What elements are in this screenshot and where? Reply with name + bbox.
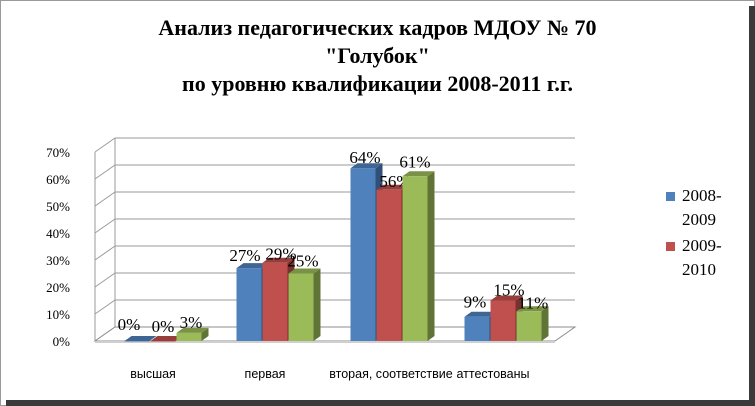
bar-top-0-2 [350,163,383,169]
gridline-side-7 [94,137,116,153]
bar-top-2-0 [176,327,209,333]
frame-shadow-bottom [6,400,755,406]
x-category-label: высшая [130,367,176,381]
chart-title-line-1: Анализ педагогических кадров МДОУ № 70 [158,15,597,40]
bar-1-0 [150,341,176,342]
chart-legend: 2008-2009 2009-2010 [666,184,746,284]
chart-title-line-3: по уровню квалификации 2008-2011 г.г. [182,71,573,96]
gridline-side-6 [94,164,116,180]
chart-title: Анализ педагогических кадров МДОУ № 70 "… [0,14,755,98]
y-tick-label: 30% [46,253,70,268]
bar-2-3 [516,311,542,341]
legend-item-series-1: 2008-2009 [666,184,746,232]
y-tick-label: 10% [46,307,70,322]
data-label: 11% [518,293,549,312]
gridline-side-2 [94,272,116,288]
x-category-label: вторая, соответствие [329,367,452,381]
bar-side-2-0 [201,327,209,341]
bar-top-1-0 [150,336,183,341]
chart-floor-edge [95,341,555,343]
data-label: 27% [229,246,260,265]
y-tick-label: 70% [46,145,70,160]
legend-swatch-series-2 [666,242,675,251]
legend-item-series-2: 2009-2010 [666,234,746,282]
gridline-side-3 [94,245,116,261]
bar-top-1-2 [376,184,409,190]
bar-1-1 [262,262,288,341]
bar-top-0-3 [464,311,497,317]
bar-side-2-3 [541,306,549,341]
legend-swatch-series-1 [666,192,675,201]
bar-top-1-3 [490,295,523,301]
data-label: 64% [349,148,380,167]
bar-0-0 [124,341,150,342]
gridline-side-1 [94,299,116,315]
data-label: 0% [118,315,141,334]
data-label: 9% [464,293,487,312]
bar-1-2 [376,189,402,341]
y-tick-label: 50% [46,199,70,214]
data-label: 61% [399,152,430,171]
data-label: 29% [265,245,296,264]
y-tick-label: 40% [46,226,70,241]
x-category-label: первая [245,367,286,381]
legend-label-series-1: 2008-2009 [682,186,722,229]
bar-top-0-1 [236,263,269,269]
frame-shadow-right [749,6,755,406]
gridline-side-4 [94,218,116,234]
x-category-label: аттестованы [456,367,529,381]
y-tick-label: 60% [46,172,70,187]
y-tick-label: 20% [46,280,70,295]
bar-top-2-2 [402,171,435,177]
bar-2-0 [176,332,202,341]
bar-top-1-1 [262,257,295,263]
bar-2-2 [402,176,428,341]
gridline-side-5 [94,191,116,207]
data-label: 3% [180,313,203,332]
legend-label-series-2: 2009-2010 [682,236,722,279]
bar-1-3 [490,300,516,341]
bar-top-0-0 [124,336,157,341]
chart-title-line-2: "Голубок" [325,43,430,68]
bar-top-2-3 [516,306,549,312]
data-label: 0% [152,317,175,336]
data-label: 15% [493,281,524,300]
bar-0-1 [236,268,262,341]
bar-side-2-1 [313,268,321,341]
y-tick-label: 0% [53,334,71,349]
bar-0-2 [350,168,376,341]
bar-top-2-1 [288,268,321,274]
bar-0-3 [464,316,490,341]
data-label: 25% [287,252,318,271]
bar-2-1 [288,273,314,341]
bar-side-2-2 [427,171,435,341]
